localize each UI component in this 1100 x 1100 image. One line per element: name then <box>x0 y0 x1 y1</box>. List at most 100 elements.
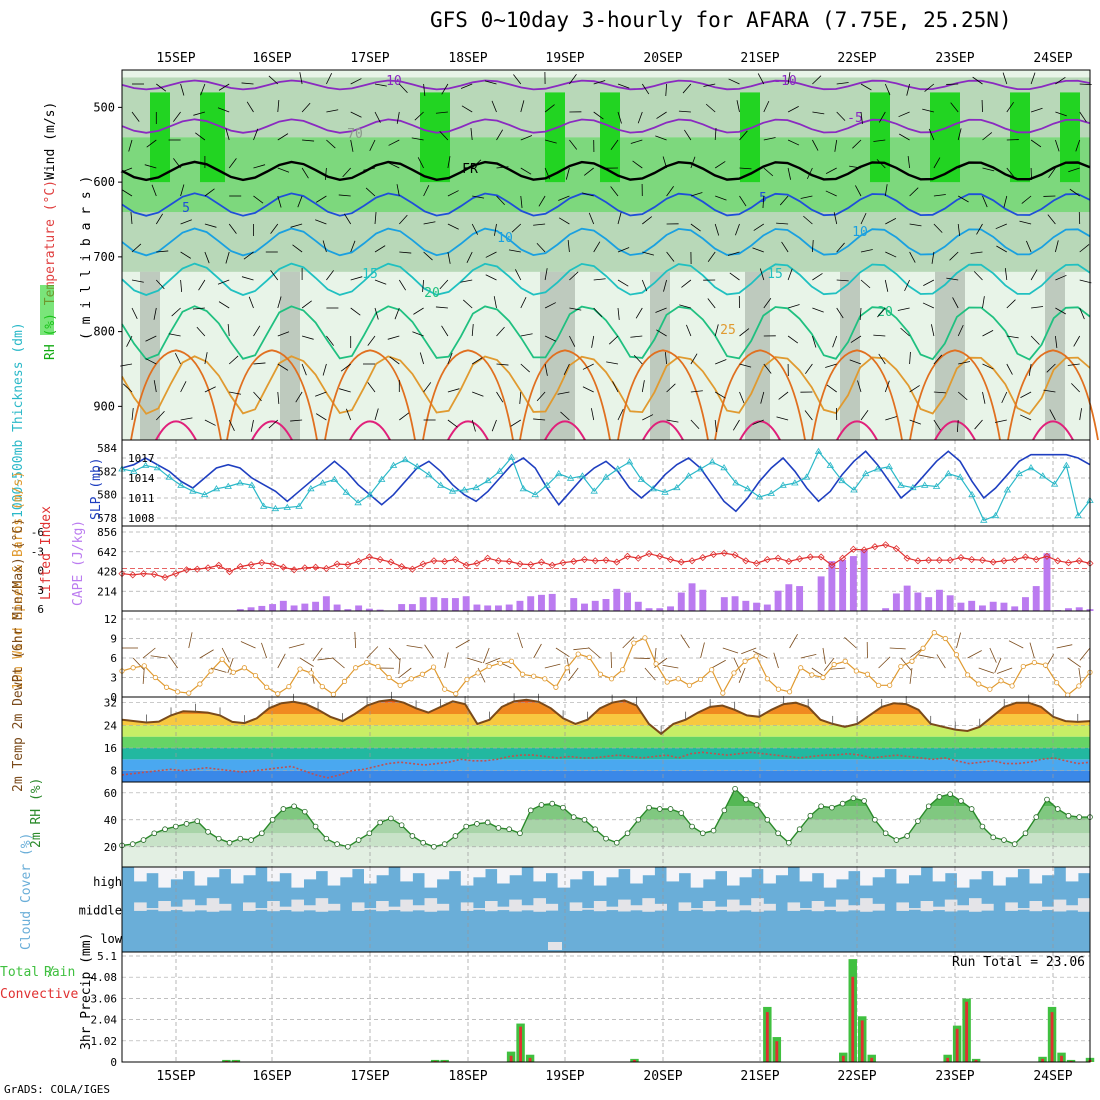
thickness-marker <box>873 465 882 472</box>
wind-barb <box>558 195 570 201</box>
wind-barb <box>193 111 206 116</box>
wind-barb <box>423 221 436 225</box>
wind-barb <box>812 307 824 313</box>
wind-barb <box>739 328 750 337</box>
wind-barb <box>350 307 361 316</box>
wind-barb <box>878 111 886 123</box>
wind-barb <box>350 276 363 281</box>
rh-tick-label: 40 <box>104 814 117 827</box>
wind-barb <box>315 391 327 397</box>
wind-barb <box>715 195 727 201</box>
cloud-clear-middle <box>1029 901 1043 912</box>
wind-barb <box>227 324 230 337</box>
wind-barb <box>714 324 719 337</box>
temperature-contour <box>121 192 1091 217</box>
thickness-marker <box>802 473 811 480</box>
thickness-marker <box>496 467 504 474</box>
wind-barb <box>312 647 323 662</box>
wind-barb <box>544 335 557 342</box>
wind-barb <box>199 649 214 659</box>
cloud-clear-high <box>291 867 304 888</box>
rh-marker <box>968 806 975 812</box>
cloud-clear-middle <box>255 908 268 910</box>
date-label-top: 19SEP <box>545 51 584 66</box>
wind-barb <box>610 139 619 150</box>
wind-barb <box>690 353 698 365</box>
wind-barb <box>700 642 705 659</box>
wind-barb <box>909 352 911 365</box>
precip-convective-bar <box>965 1001 969 1062</box>
wind-barb <box>1079 408 1082 421</box>
wind-barb <box>666 186 674 197</box>
wind-barb <box>168 654 178 669</box>
wind-tick-label: 9 <box>110 633 117 646</box>
wind-barb <box>904 279 910 292</box>
wind-barb <box>996 245 1007 253</box>
wind-barb <box>253 128 259 141</box>
wind-barb <box>399 412 410 421</box>
wind-barb <box>217 279 230 285</box>
cape-bar <box>279 600 287 611</box>
contour-label: -10 <box>378 74 401 89</box>
wind-speed-marker <box>575 651 581 657</box>
wind-barb <box>1067 363 1080 366</box>
li-marker <box>462 561 470 569</box>
wind-barb <box>439 130 449 141</box>
wind-barb <box>1079 279 1092 284</box>
wind-speed-marker <box>809 672 815 678</box>
li-marker <box>957 554 965 562</box>
rh-marker <box>689 823 695 830</box>
wind-speed-marker <box>286 683 292 690</box>
rh-marker <box>495 825 502 831</box>
wind-barb <box>860 83 872 91</box>
cloud-clear-high <box>956 867 970 888</box>
wind-barb <box>773 652 779 669</box>
wind-barb <box>168 333 181 337</box>
rh-marker <box>129 841 136 847</box>
wind-speed-marker <box>965 672 971 678</box>
thickness-marker <box>472 483 480 491</box>
rh-marker <box>947 791 953 797</box>
rh-marker <box>484 819 491 826</box>
rh-marker <box>699 830 706 837</box>
li-marker <box>860 546 868 554</box>
cloud-clear-middle <box>412 905 425 911</box>
cloud-clear-high <box>460 867 474 886</box>
thickness-marker <box>437 481 445 488</box>
wind-barb <box>617 212 622 225</box>
credit-text: GrADS: COLA/IGES <box>4 1083 110 1096</box>
wind-barb <box>909 187 919 197</box>
wind-barb <box>958 195 969 203</box>
wind-barb <box>374 83 387 87</box>
wind-barb <box>849 359 862 365</box>
wind-speed-marker <box>798 665 804 671</box>
wind-speed-marker <box>631 640 637 646</box>
precip-convective-bar <box>1069 1060 1073 1062</box>
wind-barb <box>471 159 482 169</box>
temperature-arch-hot <box>447 420 489 441</box>
temperature-arch-hot <box>1032 420 1074 441</box>
cloud-clear-high <box>315 867 329 872</box>
li-marker <box>344 561 352 569</box>
cloud-clear-middle <box>932 906 946 911</box>
wind-barb <box>1004 268 1008 281</box>
wind-barb <box>192 307 205 310</box>
chart-title: GFS 0~10day 3-hourly for AFARA (7.75E, 2… <box>430 8 1012 32</box>
cape-bar <box>677 592 685 611</box>
wind-speed-marker <box>375 663 381 670</box>
rh-moist-column <box>870 92 890 183</box>
cloud-clear-high <box>545 867 559 874</box>
wind-barb <box>996 667 1013 674</box>
cloud-clear-high <box>472 867 486 878</box>
rh-marker <box>1076 814 1083 820</box>
wind-barb <box>301 102 311 113</box>
li-marker <box>161 573 169 582</box>
li-marker <box>129 571 137 579</box>
rh-marker <box>140 837 147 843</box>
cloud-clear-middle <box>860 898 873 912</box>
wind-barb <box>460 279 473 283</box>
temperature-contour <box>121 355 1091 416</box>
wind-barb <box>196 326 206 337</box>
wind-barb <box>389 356 400 365</box>
wind-speed-marker <box>453 691 459 697</box>
